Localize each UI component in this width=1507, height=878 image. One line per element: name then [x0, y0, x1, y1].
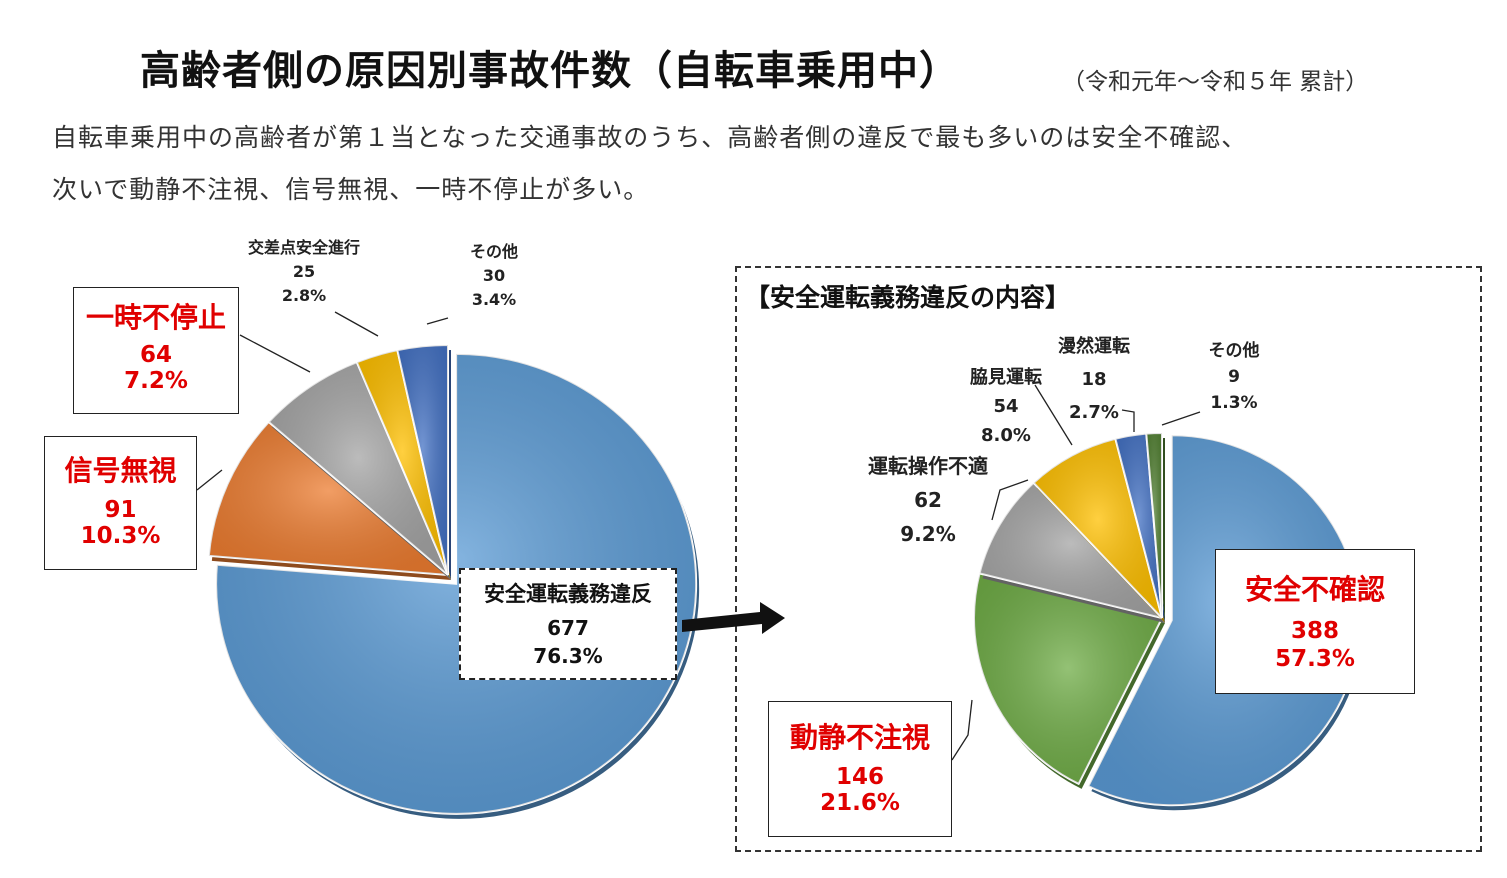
description-line-2: 次いで動静不注視、信号無視、一時不停止が多い。	[52, 175, 650, 204]
leader-line-manzen	[1121, 409, 1135, 432]
page-title: 高齢者側の原因別事故件数（自転車乗用中）	[140, 48, 960, 94]
main-slice-highlight-3	[356, 350, 448, 575]
label-box-shingo: 信号無視 91 10.3%	[44, 436, 197, 570]
label-wakimi: 脇見運転 54 8.0%	[970, 367, 1042, 446]
label-box-ichiji: 一時不停止 64 7.2%	[73, 287, 239, 414]
main-slice-highlight-1	[208, 421, 448, 575]
breakdown-slice-highlight-5	[1146, 433, 1162, 618]
leader-line-sonota-2	[1161, 411, 1201, 426]
description-line-1: 自転車乗用中の高齢者が第１当となった交通事故のうち、高齢者側の違反で最も多いのは…	[52, 123, 1248, 152]
label-sonota-breakdown: その他 9 1.3%	[1208, 341, 1260, 413]
label-box-anzen-unten: 安全運転義務違反 677 76.3%	[459, 568, 677, 680]
leader-line-ichiji	[239, 334, 311, 373]
breakdown-slice-highlight-3	[1033, 438, 1162, 618]
main-slice-highlight-4	[397, 345, 448, 575]
arrow-icon	[682, 602, 785, 634]
leader-line-sonota-1	[426, 317, 449, 325]
title-period-note: （令和元年〜令和５年 累計）	[1062, 69, 1369, 95]
inset-title: 【安全運転義務違反の内容】	[745, 283, 1071, 312]
label-manzen: 漫然運転 18 2.7%	[1058, 336, 1130, 423]
label-box-anzen-fukakunin: 安全不確認 388 57.3%	[1215, 549, 1415, 694]
inset-frame	[735, 266, 1482, 852]
leader-lines	[196, 311, 1201, 761]
breakdown-slice-highlight-1	[974, 573, 1162, 784]
main-slice-highlight-0	[216, 353, 697, 814]
breakdown-slice-highlight-4	[1115, 433, 1162, 618]
leader-line-wakimi	[1034, 384, 1073, 446]
label-kosaten: 交差点安全進行 25 2.8%	[248, 238, 361, 305]
leader-line-kosaten	[334, 311, 379, 337]
label-box-dosei: 動静不注視 146 21.6%	[768, 701, 952, 837]
label-unten-sosa: 運転操作不適 62 9.2%	[868, 454, 988, 546]
leader-line-dosei	[951, 699, 973, 761]
label-sonota-main: その他 30 3.4%	[469, 242, 518, 309]
leader-line-shingo	[196, 469, 223, 491]
leader-line-unten	[991, 479, 1029, 521]
breakdown-slice-highlight-2	[979, 482, 1162, 618]
main-slice-highlight-2	[268, 362, 448, 575]
